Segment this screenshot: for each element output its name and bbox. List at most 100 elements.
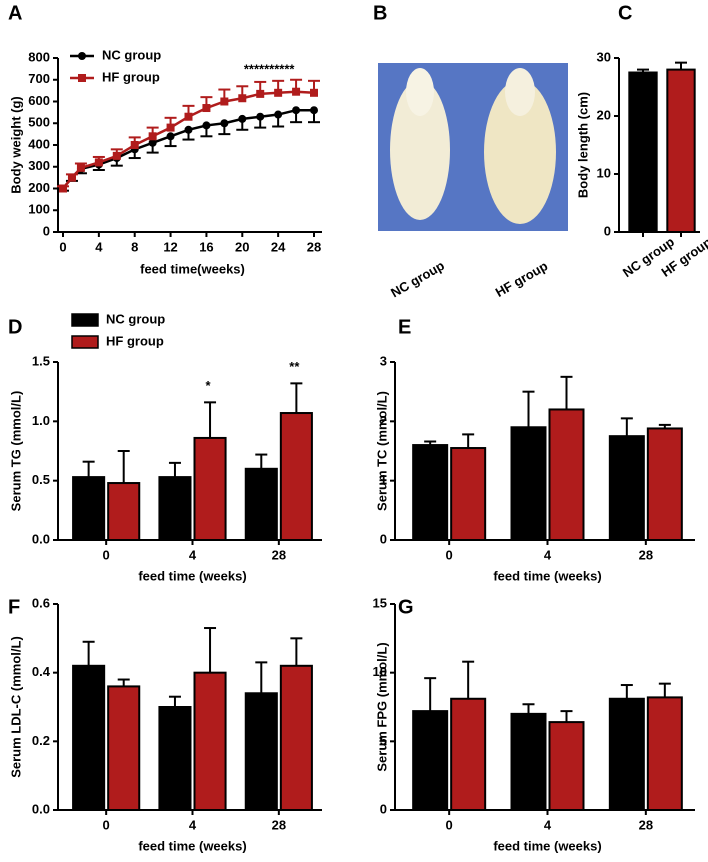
rat-head	[505, 68, 535, 116]
y-axis-label: Serum TG (mmol/L)	[8, 391, 23, 512]
x-tick-label: 20	[235, 239, 249, 254]
y-tick-label: 100	[28, 202, 50, 217]
bar	[72, 664, 106, 811]
marker	[310, 106, 318, 115]
y-tick-label: 800	[28, 49, 50, 64]
panel-letter: B	[373, 2, 387, 24]
marker	[220, 97, 229, 106]
bar	[193, 436, 227, 541]
marker	[148, 132, 157, 141]
marker	[238, 114, 247, 123]
series-line	[62, 108, 314, 190]
y-axis-label: Serum FPG (mmol/L)	[374, 642, 389, 771]
x-tick-label: 28	[307, 239, 321, 254]
y-tick-label: 15	[373, 595, 387, 610]
marker	[59, 184, 67, 193]
chart-panel: G Serum FPG (mmol/L) feed time (weeks) 0 5 10…	[373, 595, 695, 853]
y-tick-label: 1.0	[32, 413, 50, 428]
x-tick-label: 4	[544, 817, 552, 832]
bar	[608, 697, 645, 812]
x-tick-label: 4	[95, 239, 103, 254]
y-tick-label: 10	[373, 664, 387, 679]
bar	[450, 697, 487, 812]
y-tick-label: 500	[28, 115, 50, 130]
bar	[450, 447, 487, 541]
marker	[184, 125, 193, 134]
y-axis-label: Serum LDL-C (mmol/L)	[8, 636, 23, 778]
x-tick-label: 0	[446, 547, 453, 562]
marker	[202, 104, 211, 113]
panel-letter: C	[618, 2, 632, 24]
y-tick-label: 1	[380, 472, 387, 487]
rat	[484, 80, 556, 224]
bar	[244, 467, 278, 541]
panel-letter: G	[398, 596, 414, 618]
y-tick-label: 5	[380, 733, 387, 748]
marker	[256, 112, 265, 121]
rat-head	[406, 68, 434, 116]
x-axis-label: feed time (weeks)	[493, 838, 601, 853]
x-axis-label: feed time(weeks)	[140, 261, 245, 276]
x-tick-label: 4	[544, 547, 552, 562]
y-tick-label: 0.4	[32, 664, 51, 679]
y-tick-label: 0.0	[32, 801, 50, 816]
y-tick-label: 0	[380, 801, 387, 816]
x-tick-label: 8	[131, 239, 138, 254]
x-tick-label: 16	[199, 239, 213, 254]
panel-letter: E	[398, 316, 411, 338]
x-tick-label: 12	[163, 239, 177, 254]
y-tick-label: 0	[604, 223, 611, 238]
x-tick-label: 28	[272, 547, 286, 562]
panel-letter: F	[8, 596, 20, 618]
y-tick-label: 0.2	[32, 733, 50, 748]
legend-marker	[78, 52, 86, 60]
bar	[608, 435, 645, 541]
marker	[94, 158, 103, 167]
x-tick-label: 4	[189, 547, 197, 562]
marker	[148, 138, 157, 147]
legend-swatch	[71, 335, 99, 349]
marker	[184, 112, 193, 121]
marker	[202, 121, 211, 130]
marker	[220, 119, 229, 128]
legend-label: NC group	[106, 311, 165, 326]
bar	[158, 706, 192, 811]
bar	[628, 71, 658, 233]
bar	[244, 692, 278, 811]
y-tick-label: 20	[597, 107, 611, 122]
y-tick-label: 1.5	[32, 353, 50, 368]
bar	[510, 426, 547, 541]
y-tick-label: 30	[597, 49, 611, 64]
chart-panel: E Serum TC (mmol/L) feed time (weeks) 0 1 2 3 0…	[374, 316, 695, 583]
x-tick-label: 0	[103, 547, 110, 562]
rat	[390, 80, 450, 220]
y-tick-label: 700	[28, 71, 50, 86]
marker	[130, 141, 139, 149]
marker	[310, 88, 318, 97]
bar	[72, 476, 106, 541]
x-tick-label: 4	[189, 817, 197, 832]
x-axis-label: feed time (weeks)	[493, 568, 601, 583]
x-tick-label: 0	[59, 239, 66, 254]
x-tick-label: 28	[639, 547, 653, 562]
chart-panel: D Serum TG (mmol/L) feed time (weeks) 0.0 0.…	[8, 311, 322, 583]
y-tick-label: 0	[380, 531, 387, 546]
chart-panel: F Serum LDL-C (mmol/L) feed time (weeks) 0.…	[8, 595, 322, 853]
y-axis-label: Serum TC (mmol/L)	[374, 391, 389, 511]
significance: *	[206, 378, 212, 393]
x-tick-label: 28	[639, 817, 653, 832]
y-tick-label: 3	[380, 353, 387, 368]
significance: **	[289, 359, 300, 374]
bar	[279, 412, 313, 542]
annotation: **********	[244, 61, 296, 76]
photo-label: NC group	[388, 258, 447, 301]
bar	[107, 685, 141, 812]
x-tick-label: 0	[103, 817, 110, 832]
y-tick-label: 600	[28, 93, 50, 108]
y-tick-label: 0.6	[32, 595, 50, 610]
marker	[256, 89, 265, 98]
x-tick-label: 28	[272, 817, 286, 832]
